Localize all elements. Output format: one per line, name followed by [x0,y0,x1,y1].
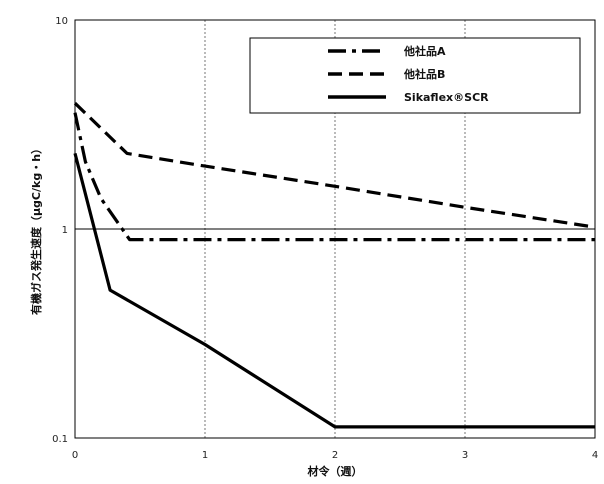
x-axis-title: 材令（週） [308,464,363,478]
x-tick-label: 0 [72,450,78,461]
x-tick-label: 4 [592,450,598,461]
plot-frame [74,19,596,439]
series-line-1 [73,102,596,229]
x-tick-label: 3 [462,450,468,461]
y-tick-label: 0.1 [52,434,68,445]
tick-labels: 0 1 2 3 4 0.1 1 10 [52,16,598,461]
legend-label-sikaflex: Sikaflex®SCR [404,91,489,104]
series-lines [73,102,596,429]
legend: 他社品A 他社品B Sikaflex®SCR [249,37,581,114]
y-tick-label: 10 [55,16,68,27]
series-line-0 [73,112,595,242]
legend-label-series-a: 他社品A [403,44,446,58]
legend-label-series-b: 他社品B [403,67,445,81]
x-tick-label: 2 [332,450,338,461]
x-tick-label: 1 [202,450,208,461]
series-line-2 [73,153,595,429]
y-tick-label: 1 [62,225,68,236]
legend-box [249,37,581,114]
y-axis-title: 有機ガス発生速度（μgC/kg・h） [29,143,43,315]
